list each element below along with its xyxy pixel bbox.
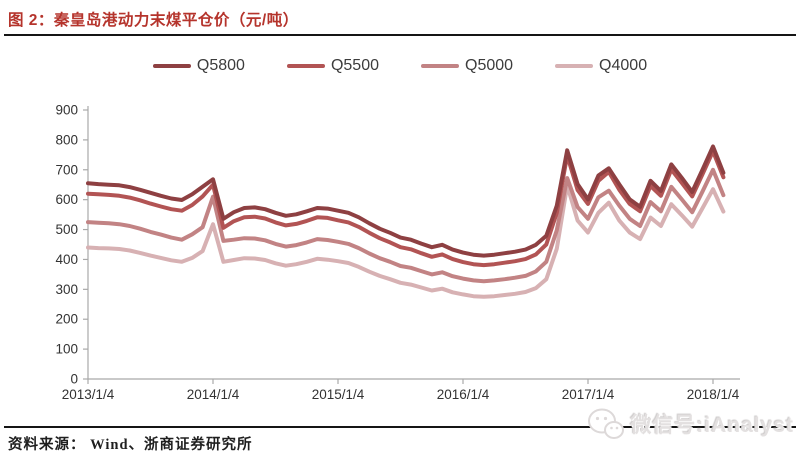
legend-swatch-q5800 (152, 63, 191, 69)
legend-label-q4000: Q4000 (599, 57, 648, 74)
chart-legend: Q5800 Q5500 Q5000 Q4000 (0, 57, 800, 75)
legend-label-q5500: Q5500 (330, 57, 379, 74)
x-tick-label: 2015/1/4 (312, 387, 365, 402)
y-tick-label: 200 (55, 312, 78, 327)
y-tick-label: 500 (55, 222, 78, 237)
x-tick-label: 2017/1/4 (562, 387, 615, 402)
y-tick-label: 700 (55, 162, 78, 177)
source-note: 资料来源： Wind、浙商证券研究所 (8, 437, 253, 453)
legend-swatch-q5500 (286, 63, 325, 69)
wechat-icon (588, 408, 625, 439)
page-title: 图 2：秦皇岛港动力末煤平仓价（元/吨） (8, 12, 299, 29)
x-tick-label: 2013/1/4 (62, 387, 115, 402)
series-line-q5000 (86, 167, 726, 284)
title-divider (4, 34, 796, 36)
y-tick-label: 600 (55, 192, 78, 207)
legend-label-q5000: Q5000 (465, 57, 514, 74)
series-line-q4000 (86, 183, 726, 299)
watermark-text: 微信号:iAnalyst (630, 414, 794, 437)
y-tick-label: 0 (70, 372, 78, 387)
legend-item-q5800: Q5800 (152, 57, 245, 75)
price-line-chart: 0 100 200 300 400 500 600 700 800 900 2013/1/4 2014… (0, 86, 800, 408)
x-tick-label: 2014/1/4 (187, 387, 240, 402)
watermark: 微信号:iAnalyst (586, 405, 794, 443)
legend-label-q5800: Q5800 (196, 57, 245, 74)
x-tick-label: 2018/1/4 (687, 387, 740, 402)
legend-item-q4000: Q4000 (555, 57, 647, 75)
legend-item-q5500: Q5500 (286, 57, 379, 75)
series-line-q5800 (86, 144, 726, 258)
x-tick-label: 2016/1/4 (437, 387, 490, 402)
y-tick-label: 400 (55, 252, 78, 267)
legend-swatch-q4000 (555, 63, 594, 69)
y-tick-label: 900 (55, 103, 78, 118)
y-tick-label: 800 (55, 132, 78, 147)
series-line-q5500 (86, 149, 726, 268)
chart-svg: 0 100 200 300 400 500 600 700 800 900 2013/1/4 2014… (55, 103, 740, 402)
y-tick-label: 100 (55, 342, 78, 357)
y-tick-label: 300 (55, 282, 78, 297)
legend-item-q5000: Q5000 (421, 57, 513, 75)
footer-divider (4, 426, 796, 428)
legend-swatch-q5000 (421, 63, 459, 69)
